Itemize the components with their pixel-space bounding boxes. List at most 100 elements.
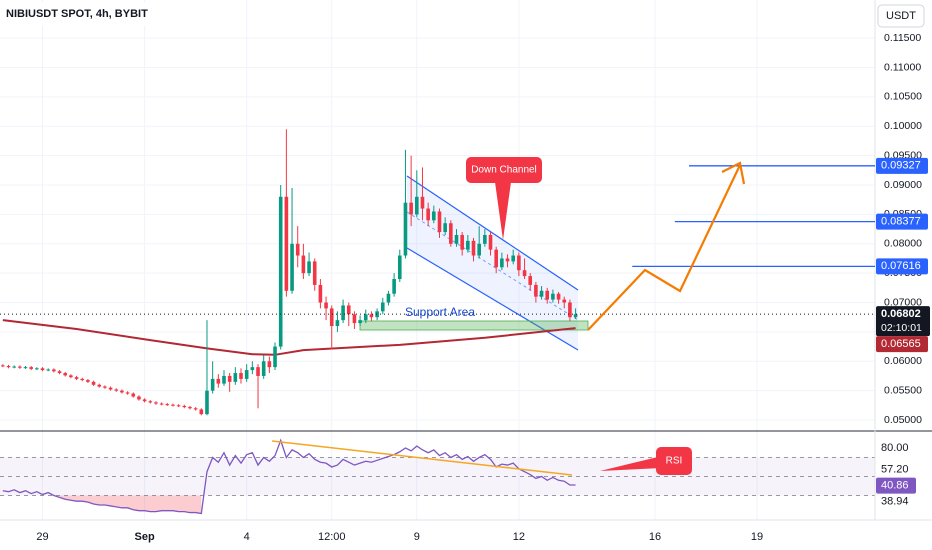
- projection-arrowhead: [721, 161, 746, 185]
- candle-body: [460, 234, 464, 250]
- candle-body: [125, 392, 130, 394]
- candle-body: [210, 378, 215, 391]
- candle-body: [120, 390, 124, 393]
- candle-body: [500, 258, 504, 268]
- rsi-line: [2, 438, 576, 515]
- candle-body: [108, 387, 113, 390]
- grid: [0, 0, 875, 520]
- candle-body: [29, 367, 33, 369]
- y-tick-label: 0.05000: [884, 414, 922, 426]
- level-label-box: [876, 157, 928, 174]
- candle-body: [273, 346, 277, 368]
- candle-body: [142, 399, 147, 402]
- candle-body: [363, 314, 368, 321]
- candle-body: [6, 365, 11, 368]
- candle-body: [517, 255, 521, 271]
- rsi-value-label: 80.00: [881, 442, 909, 454]
- y-tick-label: 0.10500: [884, 91, 922, 103]
- level-label-box: [876, 258, 928, 275]
- candle-body: [477, 243, 481, 256]
- y-tick-label: 0.05500: [884, 384, 922, 396]
- rsi-value-label: 57.20: [881, 464, 909, 476]
- countdown-label: 02:10:01: [881, 322, 922, 334]
- candle-body: [437, 211, 442, 233]
- candle-body: [432, 211, 436, 221]
- rsi-value-box: [876, 477, 916, 494]
- candle-body: [12, 366, 16, 368]
- candle-body: [250, 367, 255, 371]
- candle-body: [568, 302, 572, 318]
- y-tick-label: 0.11500: [884, 32, 921, 44]
- candle-body: [352, 314, 357, 324]
- overlay: 0.115000.110000.105000.100000.095000.090…: [36, 32, 930, 543]
- candle-body: [69, 375, 73, 378]
- rsi-callout: [656, 447, 692, 475]
- candle-body: [114, 389, 119, 391]
- candle-body: [522, 270, 527, 277]
- x-tick-label: 4: [244, 531, 250, 543]
- candle-body: [18, 366, 22, 368]
- x-tick-label: 9: [414, 531, 420, 543]
- candle-body: [23, 367, 28, 369]
- candle-body: [222, 375, 226, 384]
- candle-body: [91, 381, 96, 385]
- channel-callout-pointer: [495, 182, 511, 240]
- candle-body: [505, 258, 510, 262]
- candle-body: [148, 401, 153, 403]
- x-tick-label: 12:00: [318, 531, 346, 543]
- candle-body: [375, 311, 379, 318]
- rsi-value-label: 38.94: [881, 496, 909, 508]
- candle-body: [35, 368, 39, 370]
- candle-body: [534, 284, 538, 297]
- candle-body: [449, 223, 453, 244]
- channel-callout: [466, 157, 542, 183]
- candle-body: [307, 261, 311, 274]
- candle-body: [454, 234, 459, 244]
- candle-body: [511, 255, 516, 262]
- channel-fill: [407, 176, 578, 350]
- candle-body: [494, 249, 498, 268]
- channel-lower: [406, 247, 579, 351]
- candle-body: [369, 314, 374, 318]
- candle-body: [545, 290, 550, 300]
- candle-body: [46, 369, 51, 371]
- channel-label: Down Channel: [471, 165, 537, 176]
- candle-body: [420, 196, 425, 209]
- candle-body: [131, 393, 136, 397]
- candle-body: [103, 386, 107, 388]
- currency[interactable]: USDT: [886, 10, 916, 22]
- candle-body: [267, 361, 272, 368]
- candle-body: [562, 299, 567, 303]
- candle-body: [471, 240, 476, 256]
- currency-box[interactable]: [877, 4, 925, 28]
- level-label: 0.09327: [881, 160, 921, 172]
- last-price-box: [876, 306, 930, 337]
- candle-body: [284, 196, 289, 291]
- candle-body: [199, 409, 204, 415]
- candle-body: [176, 405, 181, 407]
- candle-body: [415, 196, 419, 215]
- y-tick-label: 0.06000: [884, 355, 922, 367]
- candle-body: [57, 371, 62, 374]
- x-tick-label: Sep: [135, 531, 155, 543]
- candle-body: [397, 255, 402, 280]
- candle-body: [483, 234, 487, 244]
- ma-label: 0.06565: [881, 338, 921, 350]
- candle-body: [182, 405, 187, 408]
- candle-body: [426, 208, 430, 221]
- channel-mid: [406, 211, 579, 321]
- rsi-trendline: [271, 440, 573, 476]
- candle-body: [539, 290, 544, 297]
- candle-body: [40, 368, 45, 371]
- candle-body: [403, 202, 408, 256]
- rsi-callout-pointer: [600, 456, 662, 471]
- y-tick-label: 0.07000: [884, 296, 922, 308]
- level-label: 0.08377: [881, 216, 921, 228]
- candle-body: [551, 293, 555, 300]
- candle-body: [97, 384, 102, 387]
- candle-body: [239, 373, 243, 379]
- candle-body: [261, 361, 266, 376]
- candle-body: [335, 320, 340, 327]
- candle-body: [188, 407, 192, 409]
- candle-body: [159, 403, 164, 405]
